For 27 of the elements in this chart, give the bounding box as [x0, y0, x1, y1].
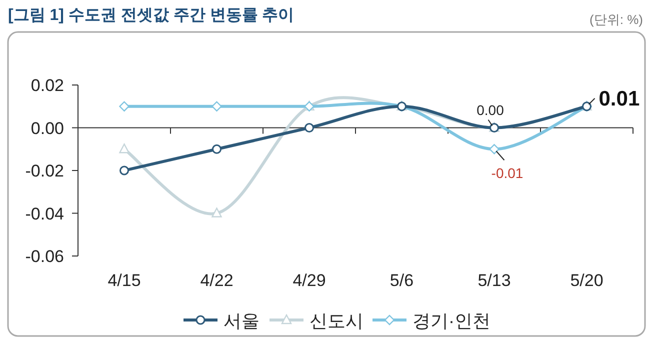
x-tick-label: 4/22	[200, 271, 234, 290]
legend-label: 경기·인천	[412, 311, 490, 331]
annotation: 0.01	[598, 87, 640, 110]
chart-title: [그림 1] 수도권 전셋값 주간 변동률 추이	[8, 7, 294, 24]
legend-label: 신도시	[310, 311, 364, 331]
point	[212, 144, 222, 154]
point	[119, 101, 130, 112]
y-tick-label: -0.04	[25, 204, 64, 224]
point	[119, 144, 130, 154]
x-tick-label: 5/20	[570, 271, 604, 290]
y-tick-label: -0.02	[25, 162, 64, 180]
point	[120, 166, 129, 176]
point	[212, 208, 222, 218]
y-tick-label: -0.06	[25, 247, 64, 266]
chart-subtitle: (단위: %)	[590, 12, 643, 27]
annotation: -0.01	[491, 165, 524, 182]
point	[489, 144, 500, 154]
x-tick-label: 4/29	[292, 271, 326, 290]
y-tick-label: 0.02	[30, 76, 64, 95]
x-tick-label: 5/13	[478, 271, 511, 290]
legend-label: 서울	[224, 311, 260, 331]
y-tick-label: 0.00	[30, 118, 64, 138]
x-tick-label: 5/6	[390, 271, 414, 290]
x-tick-label: 4/15	[108, 271, 141, 290]
point	[212, 101, 222, 112]
point	[304, 123, 314, 132]
annotation: 0.00	[476, 102, 504, 118]
